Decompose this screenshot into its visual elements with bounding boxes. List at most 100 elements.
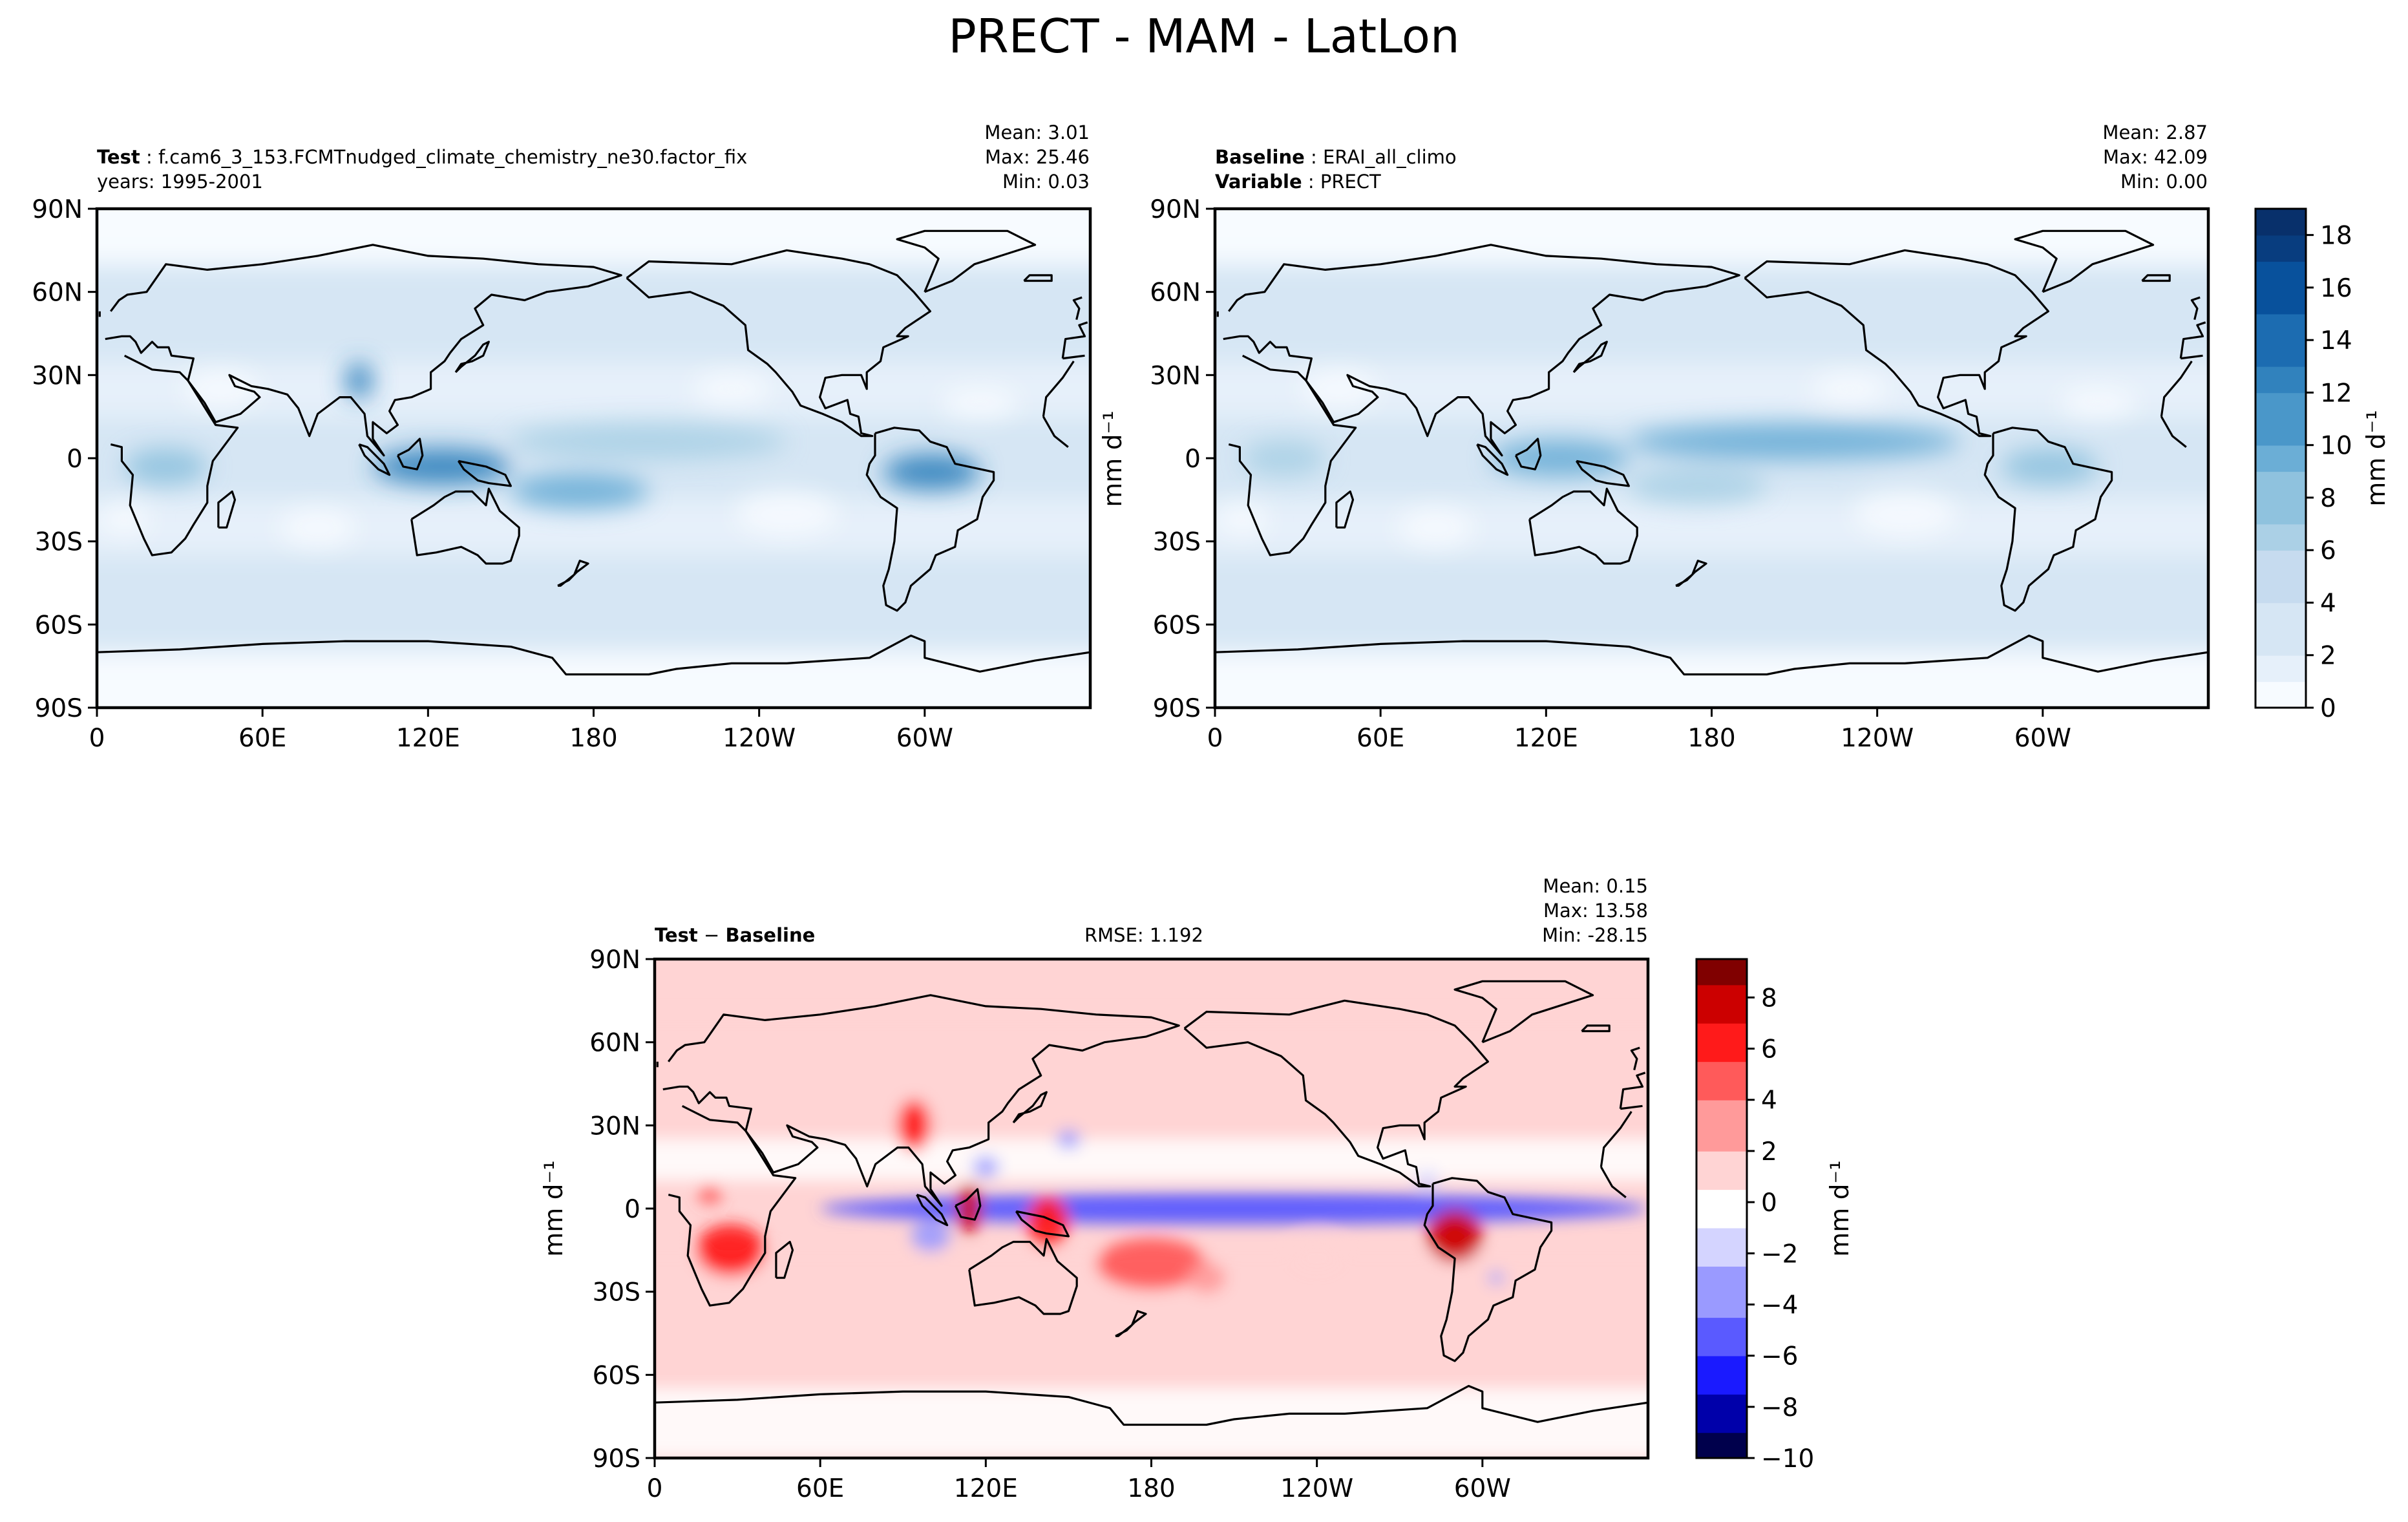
axes-baseline: 0 60E 120E 180 120W 60W 90N 60N 30N 0 30S 60S 90S <box>1150 195 2210 753</box>
colorbar-segment <box>2255 313 2306 341</box>
y-tick-label: 30N <box>589 1112 640 1141</box>
y-tick-label: 60S <box>593 1361 640 1390</box>
colorbar-tick-label: −10 <box>1761 1444 1814 1474</box>
colorbar-diff: −10 −8 −6 −4 −2 0 2 4 6 8 mm d⁻¹ <box>1695 958 1855 1474</box>
coastline-japan <box>454 341 490 374</box>
coastline-australia <box>968 1238 1078 1315</box>
colorbar-tick-label: 6 <box>1761 1035 1777 1064</box>
baseline-mean: Mean: 2.87 <box>2102 122 2208 143</box>
diff-max: Max: 13.58 <box>1543 900 1648 922</box>
coastline-eurasia <box>1223 244 2206 457</box>
coastline-namerica <box>1744 249 2049 438</box>
colorbar-segment <box>1696 997 1747 1011</box>
y-tick-label: 30S <box>593 1278 640 1307</box>
coastline-antarctica <box>1215 634 2208 676</box>
coastline-namerica <box>1183 999 1489 1188</box>
colorbar-tick-label: 14 <box>2320 326 2352 355</box>
dry-region <box>1810 372 1888 405</box>
colorbar-segment <box>1696 1214 1747 1229</box>
colorbar-segment <box>1696 1330 1747 1344</box>
coastline-samerica <box>1423 1177 1553 1362</box>
x-tick-label: 180 <box>569 724 617 753</box>
colorbar-segment <box>1696 1253 1747 1267</box>
colorbar-tick-label: −8 <box>1761 1393 1799 1422</box>
axes-test: 0 60E 120E 180 120W 60W 90N 60N 30N 0 30S 60S 90S <box>32 195 1092 753</box>
colorbar-tick-label: 0 <box>2320 694 2336 723</box>
colorbar-tick-label: 12 <box>2320 379 2352 408</box>
coastline-britain <box>1216 296 2201 320</box>
colorbar-segment <box>1696 1150 1747 1165</box>
colorbar-segment <box>1696 1368 1747 1382</box>
coastline-namerica <box>626 249 931 438</box>
colorbar-segment <box>1696 1419 1747 1433</box>
colorbar-segment <box>1696 1227 1747 1242</box>
colorbar-segment <box>1696 1163 1747 1178</box>
diff-mean: Mean: 0.15 <box>1543 875 1648 897</box>
dry-region <box>692 372 770 405</box>
coastline-madagascar <box>217 490 237 529</box>
x-tick-label: 0 <box>647 1474 663 1503</box>
precip-feature <box>1629 467 1767 504</box>
colorbar-segment <box>2255 340 2306 367</box>
lat-band <box>97 652 1090 708</box>
y-tick-label: 60N <box>32 279 83 308</box>
coastline-uk_ice <box>1581 1024 1611 1033</box>
x-tick-label: 120E <box>396 724 460 753</box>
x-tick-label: 180 <box>1127 1474 1175 1503</box>
colorbar-segment <box>2255 523 2306 551</box>
diff-title: Test − Baseline <box>655 924 816 946</box>
precip-feature <box>511 423 787 460</box>
colorbar-segment <box>1696 1125 1747 1139</box>
coastline-japan <box>1572 341 1608 374</box>
axes-difference: 0 60E 120E 180 120W 60W 90N 60N 30N 0 30S 60S 90S <box>589 946 1650 1503</box>
coastline-borneo <box>954 1188 982 1221</box>
colorbar-segment <box>2255 576 2306 604</box>
colorbar-tick-label: 10 <box>2320 432 2352 461</box>
y-tick-label: 30S <box>35 528 83 557</box>
diff-feature <box>911 1220 950 1252</box>
dry-region <box>98 503 151 536</box>
colorbar-segment <box>1696 1278 1747 1293</box>
y-tick-label: 0 <box>1185 445 1201 474</box>
baseline-label: Baseline <box>1215 146 1305 168</box>
x-tick-label: 60E <box>1357 724 1404 753</box>
dry-region <box>1853 491 1957 536</box>
colorbar-segment <box>1696 1099 1747 1114</box>
colorbar-segment <box>1696 1010 1747 1024</box>
coastline-eurasia <box>662 994 1646 1207</box>
colorbar-segment <box>2255 602 2306 629</box>
colorbar-segment <box>1696 1317 1747 1331</box>
lat-band <box>1215 264 2208 320</box>
lat-band <box>655 1139 1648 1181</box>
rmse-value: RMSE: 1.192 <box>1084 924 1203 946</box>
colorbar-tick-label: 16 <box>2320 274 2352 303</box>
coastline-samerica <box>1983 427 2113 612</box>
precip-feature <box>124 448 207 485</box>
lat-band <box>655 1014 1648 1084</box>
colorbar-tick-label: −6 <box>1761 1342 1799 1371</box>
feature-group <box>98 362 1019 547</box>
colorbar-tick-label: 8 <box>2320 484 2336 513</box>
map-baseline <box>1215 209 2208 708</box>
x-tick-label: 120W <box>1280 1474 1353 1503</box>
colorbar-tick-label: 8 <box>1761 984 1777 1013</box>
coastline-sumatra <box>358 443 391 476</box>
map-test <box>97 209 1090 708</box>
feature-group <box>655 1014 1648 1458</box>
x-tick-label: 120E <box>1514 724 1578 753</box>
test-stats: Mean: 3.01 Max: 25.46 Min: 0.03 <box>984 120 1090 194</box>
test-mean: Mean: 3.01 <box>984 122 1090 143</box>
diff-feature <box>1096 1238 1207 1290</box>
x-tick-label: 180 <box>1687 724 1735 753</box>
coastline-greenland <box>1453 980 1594 1044</box>
test-label: Test <box>97 146 140 168</box>
lat-band <box>1215 555 2208 597</box>
dry-region <box>2059 386 2137 419</box>
diff-feature <box>1488 1271 1505 1284</box>
y-tick-label: 0 <box>67 445 83 474</box>
x-tick-label: 120W <box>1841 724 1914 753</box>
colorbar-segment <box>1696 1445 1747 1459</box>
diff-ylabel: mm d⁻¹ <box>540 1160 569 1256</box>
colorbar-tick-label: 2 <box>2320 642 2336 671</box>
